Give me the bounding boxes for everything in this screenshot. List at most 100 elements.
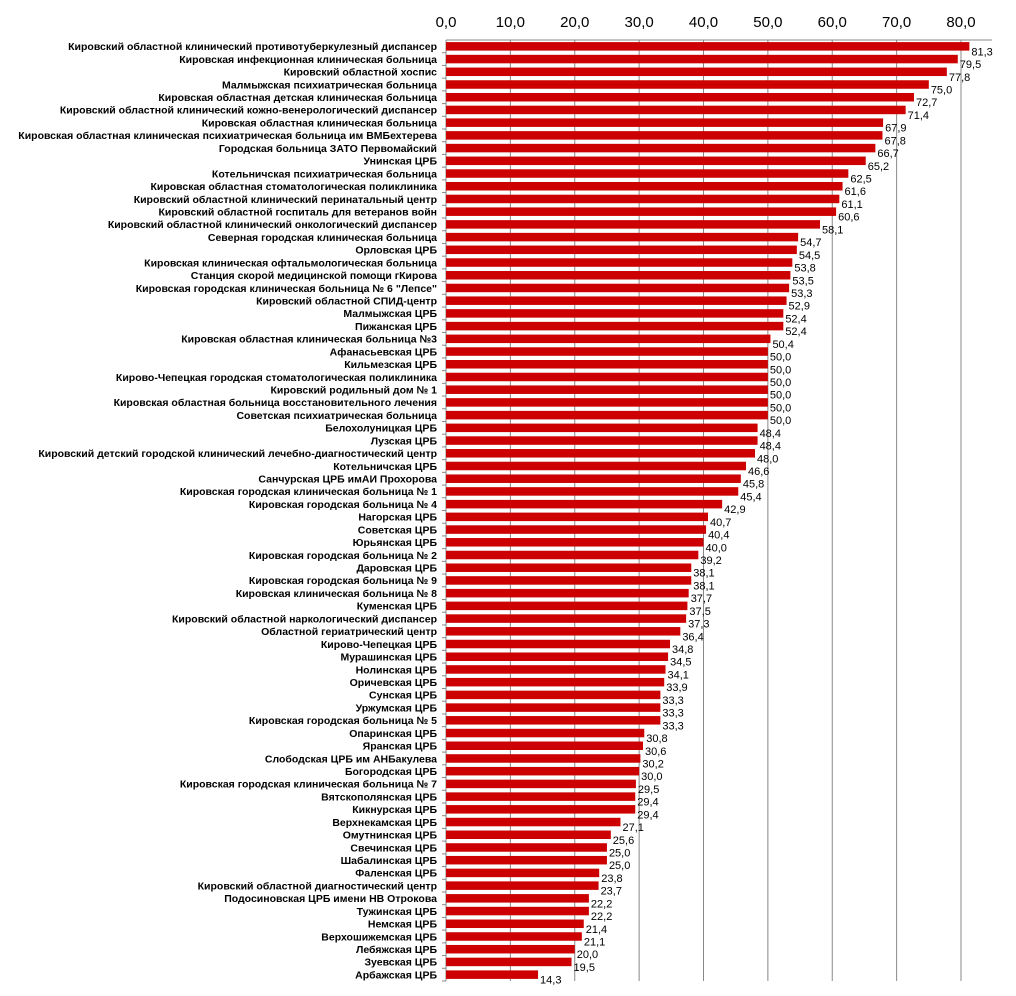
data-label: 37,3 — [688, 619, 709, 631]
category-label: Куменская ЦРБ — [357, 601, 438, 613]
bar — [446, 843, 607, 852]
data-label: 50,0 — [770, 390, 791, 402]
category-label: Кировская областная больница восстановит… — [114, 397, 437, 409]
category-label: Афанасьевская ЦРБ — [330, 346, 438, 358]
category-label: Котельничская психиатрическая больница — [212, 168, 437, 180]
data-label: 38,1 — [693, 580, 714, 592]
bar — [446, 716, 661, 725]
bar — [446, 360, 768, 369]
bar — [446, 232, 799, 242]
bar — [446, 932, 582, 941]
bar — [446, 563, 692, 572]
data-label: 53,8 — [794, 263, 815, 275]
bar — [446, 423, 758, 433]
category-label: Тужинская ЦРБ — [357, 906, 438, 918]
bar — [446, 944, 575, 954]
x-tick-label: 70,0 — [882, 14, 911, 31]
category-label: Малмыжская психиатрическая больница — [222, 79, 437, 91]
data-label: 45,8 — [743, 479, 764, 491]
data-label: 46,6 — [748, 466, 769, 478]
bar — [446, 410, 768, 420]
category-label: Кировская городская клиническая больница… — [180, 779, 437, 791]
data-label: 37,5 — [689, 606, 710, 618]
bar — [446, 614, 687, 623]
data-label: 48,4 — [760, 428, 781, 440]
bar — [446, 792, 636, 801]
data-label: 30,6 — [645, 746, 666, 758]
bar — [446, 957, 572, 967]
category-label: Кикнурская ЦРБ — [352, 804, 437, 816]
category-label: Фаленская ЦРБ — [355, 868, 437, 880]
bar — [446, 665, 666, 674]
category-label: Кировская городская клиническая больница… — [180, 486, 437, 498]
bar — [446, 92, 915, 102]
data-label: 34,5 — [670, 657, 691, 669]
data-label: 52,4 — [785, 313, 806, 325]
data-label: 36,4 — [682, 631, 703, 643]
category-label: Кировская инфекционная клиническая больн… — [179, 54, 437, 66]
category-label: Областной гериатрический центр — [261, 626, 437, 638]
category-label: Омутнинская ЦРБ — [343, 830, 438, 842]
bar — [446, 525, 707, 534]
data-label: 22,2 — [591, 911, 612, 923]
category-label: Кировский областной госпиталь для ветера… — [158, 206, 437, 218]
category-label: Верхнекамская ЦРБ — [332, 817, 437, 829]
bar — [446, 779, 636, 789]
data-label: 39,2 — [700, 555, 721, 567]
data-label: 71,4 — [908, 110, 929, 122]
bar — [446, 398, 768, 407]
bar — [446, 868, 600, 878]
x-tick-label: 10,0 — [496, 14, 525, 31]
data-label: 81,3 — [971, 46, 992, 58]
bar — [446, 42, 970, 51]
bar — [446, 283, 790, 293]
category-label: Кировская клиническая больница № 8 — [236, 588, 437, 600]
bar — [446, 703, 661, 712]
category-label: Кировский областной клинический перината… — [134, 194, 437, 206]
category-label: Кильмезская ЦРБ — [344, 359, 437, 371]
bar — [446, 207, 837, 216]
category-label: Малмыжская ЦРБ — [343, 308, 437, 320]
bar — [446, 652, 669, 661]
bar — [446, 677, 665, 687]
data-label: 54,5 — [799, 250, 820, 262]
bar — [446, 805, 636, 814]
data-label: 50,0 — [770, 364, 791, 376]
data-label: 53,5 — [792, 275, 813, 287]
bar — [446, 436, 758, 445]
bar — [446, 118, 884, 127]
category-label: Кировская областная стоматологическая по… — [150, 181, 437, 193]
x-tick-label: 30,0 — [625, 14, 654, 31]
bar — [446, 334, 771, 344]
data-label: 50,0 — [770, 377, 791, 389]
category-label: Кировский областной наркологический дисп… — [172, 613, 437, 625]
category-label: Кировский областной диагностический цент… — [198, 880, 437, 892]
bar — [446, 296, 787, 305]
data-label: 20,0 — [577, 949, 598, 961]
category-label: Пижанская ЦРБ — [355, 321, 437, 333]
category-label: Лебяжская ЦРБ — [356, 944, 438, 956]
category-label: Кировский родильный дом № 1 — [270, 384, 437, 396]
data-label: 53,3 — [791, 288, 812, 300]
category-label: Кировская городская больница № 2 — [249, 550, 437, 562]
data-label: 61,6 — [845, 186, 866, 198]
data-label: 19,5 — [574, 962, 595, 974]
category-label: Кирово-Чепецкая ЦРБ — [321, 639, 438, 651]
bar — [446, 105, 906, 115]
data-label: 25,0 — [609, 847, 630, 859]
category-label: Кирово-Чепецкая городская стоматологичес… — [116, 372, 437, 384]
bar — [446, 271, 791, 280]
category-label: Кировский областной СПИД-центр — [256, 295, 437, 307]
bar — [446, 385, 768, 394]
bar — [446, 449, 755, 458]
category-label: Уржумская ЦРБ — [356, 702, 438, 714]
category-label: Орловская ЦРБ — [355, 245, 437, 257]
bar — [446, 461, 746, 471]
bar — [446, 970, 539, 979]
category-label: Даровская ЦРБ — [356, 563, 437, 575]
bar — [446, 156, 866, 166]
category-label: Городская больница ЗАТО Первомайский — [219, 143, 437, 155]
bar — [446, 194, 840, 204]
bar — [446, 67, 947, 77]
category-label: Кировская областная клиническая психиатр… — [18, 130, 437, 142]
